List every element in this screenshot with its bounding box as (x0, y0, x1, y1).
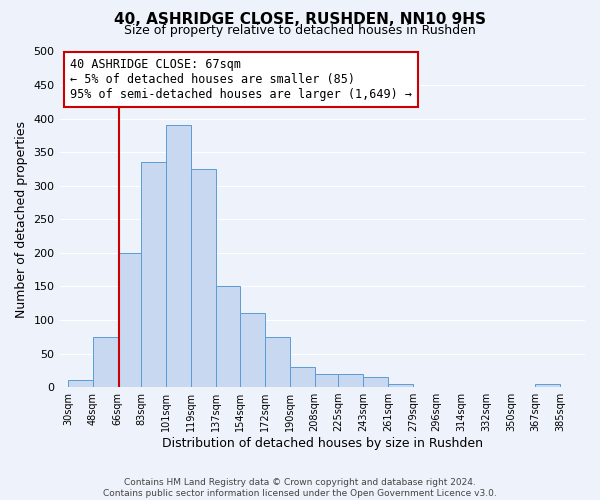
Bar (118, 253, 142, 387)
Text: 40 ASHRIDGE CLOSE: 67sqm
← 5% of detached houses are smaller (85)
95% of semi-de: 40 ASHRIDGE CLOSE: 67sqm ← 5% of detache… (70, 58, 412, 101)
Bar (290, 367, 314, 387)
Text: Contains HM Land Registry data © Crown copyright and database right 2024.
Contai: Contains HM Land Registry data © Crown c… (103, 478, 497, 498)
Bar (363, 377, 388, 387)
Bar (265, 336, 290, 387)
Y-axis label: Number of detached properties: Number of detached properties (15, 121, 28, 318)
Text: 40, ASHRIDGE CLOSE, RUSHDEN, NN10 9HS: 40, ASHRIDGE CLOSE, RUSHDEN, NN10 9HS (114, 12, 486, 28)
Bar (166, 126, 191, 387)
Bar (338, 374, 363, 387)
Text: Size of property relative to detached houses in Rushden: Size of property relative to detached ho… (124, 24, 476, 37)
Bar (93, 336, 118, 387)
Bar (191, 169, 216, 387)
Bar (388, 384, 413, 387)
Bar (240, 314, 265, 387)
Bar (142, 162, 166, 387)
Bar (216, 286, 240, 387)
Bar (68, 380, 93, 387)
X-axis label: Distribution of detached houses by size in Rushden: Distribution of detached houses by size … (162, 437, 483, 450)
Bar (535, 384, 560, 387)
Bar (314, 374, 338, 387)
